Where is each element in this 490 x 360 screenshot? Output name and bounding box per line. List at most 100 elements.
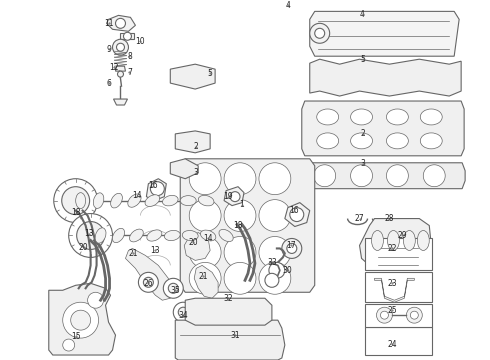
Ellipse shape xyxy=(420,109,442,125)
Polygon shape xyxy=(310,12,459,56)
Circle shape xyxy=(376,307,392,323)
Ellipse shape xyxy=(317,133,339,149)
Polygon shape xyxy=(49,283,116,355)
Circle shape xyxy=(259,163,291,195)
Polygon shape xyxy=(374,278,415,302)
Circle shape xyxy=(406,307,422,323)
Ellipse shape xyxy=(164,230,180,240)
Circle shape xyxy=(410,311,418,319)
Polygon shape xyxy=(180,159,315,292)
Ellipse shape xyxy=(200,230,216,241)
Ellipse shape xyxy=(198,195,214,206)
Circle shape xyxy=(192,222,228,258)
Text: 18: 18 xyxy=(233,221,243,230)
Text: 30: 30 xyxy=(282,266,292,275)
Ellipse shape xyxy=(163,195,178,206)
Circle shape xyxy=(76,221,104,249)
Circle shape xyxy=(118,71,123,77)
Circle shape xyxy=(224,163,256,195)
Ellipse shape xyxy=(420,133,442,149)
Circle shape xyxy=(189,237,221,268)
Ellipse shape xyxy=(417,230,429,251)
Circle shape xyxy=(88,292,103,308)
Circle shape xyxy=(123,32,131,40)
Bar xyxy=(365,273,432,302)
Text: 12: 12 xyxy=(109,63,118,72)
Polygon shape xyxy=(106,15,135,31)
Polygon shape xyxy=(171,64,215,89)
Ellipse shape xyxy=(387,109,408,125)
Circle shape xyxy=(189,163,221,195)
Text: 1: 1 xyxy=(240,200,245,209)
Circle shape xyxy=(315,28,325,38)
Bar xyxy=(365,304,432,327)
Text: 14: 14 xyxy=(203,234,213,243)
Text: 34: 34 xyxy=(178,311,188,320)
Ellipse shape xyxy=(388,230,399,251)
Polygon shape xyxy=(147,179,166,201)
Text: 9: 9 xyxy=(106,45,111,54)
Text: 28: 28 xyxy=(385,214,394,223)
Text: 21: 21 xyxy=(129,249,138,258)
Circle shape xyxy=(350,165,372,187)
Bar xyxy=(121,33,134,39)
Circle shape xyxy=(163,278,183,298)
Ellipse shape xyxy=(147,230,162,241)
Ellipse shape xyxy=(387,133,408,149)
Circle shape xyxy=(168,283,178,293)
Ellipse shape xyxy=(145,195,160,207)
Text: 16: 16 xyxy=(289,206,298,215)
Polygon shape xyxy=(125,248,172,300)
Circle shape xyxy=(259,262,291,294)
Text: 5: 5 xyxy=(208,69,213,78)
Text: 33: 33 xyxy=(267,258,277,267)
Text: 2: 2 xyxy=(360,129,365,138)
Text: 4: 4 xyxy=(360,10,365,19)
Text: 7: 7 xyxy=(127,68,132,77)
Text: 20: 20 xyxy=(188,238,198,247)
Circle shape xyxy=(287,243,297,253)
Circle shape xyxy=(113,39,128,55)
Circle shape xyxy=(189,200,221,231)
Circle shape xyxy=(265,273,279,287)
Text: 10: 10 xyxy=(136,37,145,46)
Circle shape xyxy=(387,165,408,187)
Circle shape xyxy=(200,230,220,251)
Text: 23: 23 xyxy=(388,279,397,288)
Ellipse shape xyxy=(94,193,104,208)
Polygon shape xyxy=(175,131,210,153)
Text: 11: 11 xyxy=(104,19,113,28)
Polygon shape xyxy=(285,203,310,226)
Text: 26: 26 xyxy=(144,279,153,288)
Polygon shape xyxy=(360,219,431,265)
Ellipse shape xyxy=(317,109,339,125)
Circle shape xyxy=(116,18,125,28)
Ellipse shape xyxy=(75,193,86,208)
Bar xyxy=(365,238,432,270)
Polygon shape xyxy=(224,187,244,206)
Text: 18: 18 xyxy=(71,208,80,217)
Circle shape xyxy=(71,310,91,330)
Text: 29: 29 xyxy=(397,231,407,240)
Text: 25: 25 xyxy=(388,306,397,315)
Text: 31: 31 xyxy=(230,330,240,339)
Text: 8: 8 xyxy=(127,52,132,61)
Ellipse shape xyxy=(111,193,122,208)
Polygon shape xyxy=(171,159,198,179)
Circle shape xyxy=(178,307,188,317)
Circle shape xyxy=(69,213,113,257)
Ellipse shape xyxy=(180,195,196,206)
Ellipse shape xyxy=(182,230,198,240)
Circle shape xyxy=(138,273,158,292)
Ellipse shape xyxy=(403,230,416,251)
Ellipse shape xyxy=(350,133,372,149)
Ellipse shape xyxy=(350,109,372,125)
Polygon shape xyxy=(185,298,272,325)
Text: 20: 20 xyxy=(79,243,89,252)
Circle shape xyxy=(117,43,124,51)
Circle shape xyxy=(62,187,90,215)
Text: 17: 17 xyxy=(286,241,295,250)
Polygon shape xyxy=(114,99,127,105)
Polygon shape xyxy=(175,320,285,360)
Polygon shape xyxy=(194,265,218,298)
